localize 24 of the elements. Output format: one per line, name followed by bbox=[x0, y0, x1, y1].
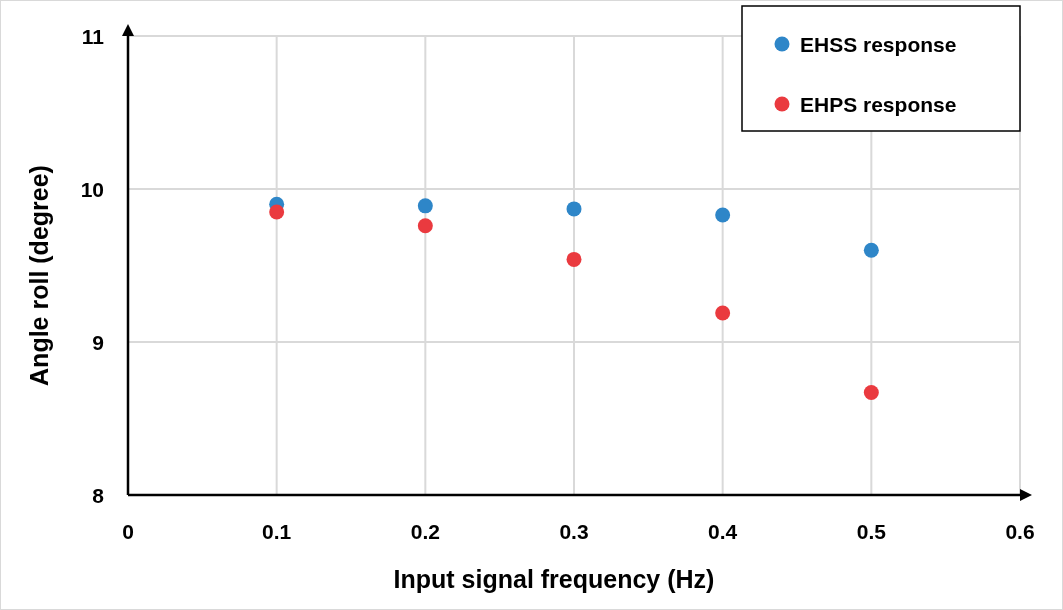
y-axis-title: Angle roll (degree) bbox=[25, 165, 53, 386]
x-tick-label: 0.6 bbox=[1005, 520, 1035, 543]
point bbox=[715, 207, 731, 223]
x-tick-label: 0 bbox=[122, 520, 134, 543]
x-tick-label: 0.2 bbox=[410, 520, 440, 543]
point bbox=[863, 384, 879, 400]
point bbox=[863, 242, 879, 258]
point bbox=[715, 305, 731, 321]
point bbox=[566, 251, 582, 267]
point bbox=[269, 204, 285, 220]
legend-label: EHSS response bbox=[800, 33, 957, 56]
y-tick-label: 10 bbox=[80, 178, 104, 201]
x-tick-label: 0.5 bbox=[856, 520, 887, 543]
x-tick-label: 0.3 bbox=[559, 520, 589, 543]
y-tick-label: 8 bbox=[92, 484, 105, 507]
point bbox=[417, 198, 433, 214]
legend-label: EHPS response bbox=[800, 93, 957, 116]
point bbox=[417, 218, 433, 234]
x-axis-title: Input signal frequency (Hz) bbox=[393, 565, 715, 593]
y-tick-label: 9 bbox=[92, 331, 104, 354]
x-tick-label: 0.4 bbox=[708, 520, 738, 543]
y-tick-label: 11 bbox=[81, 25, 105, 48]
x-tick-label: 0.1 bbox=[262, 520, 292, 543]
point bbox=[566, 201, 582, 217]
